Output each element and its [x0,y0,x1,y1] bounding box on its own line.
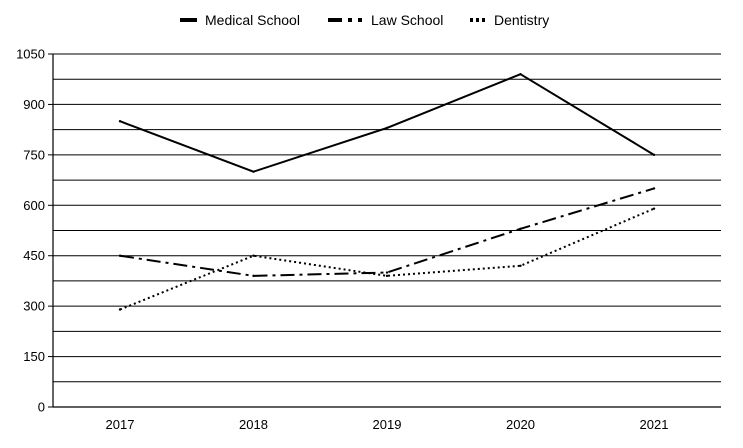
data-point-dentistry [519,264,522,267]
data-point-dentistry [252,254,255,257]
data-point-dentistry [118,308,122,311]
data-point-law-school [252,274,255,278]
legend-label: Medical School [205,12,300,28]
x-tick-label: 2020 [506,417,535,432]
data-point-law-school [519,227,522,231]
data-point-law-school [652,187,656,190]
legend: Medical School Law School Dentistry [180,12,549,28]
data-point-medical-school [118,120,122,123]
legend-label: Law School [371,12,443,28]
x-tick-label: 2021 [640,417,669,432]
x-tick-label: 2017 [106,417,135,432]
data-point-medical-school [252,170,255,173]
series-line-dentistry [119,207,655,311]
y-tick-label: 0 [38,400,45,415]
data-point-dentistry [652,207,656,210]
data-point-medical-school [652,153,656,157]
x-tick-label: 2019 [373,417,402,432]
y-tick-label: 750 [23,147,45,162]
data-point-law-school [118,254,122,257]
data-point-medical-school [385,126,389,130]
series-line-medical-school [119,73,655,173]
y-tick-label: 1050 [16,47,45,62]
data-point-dentistry [385,274,389,278]
y-tick-label: 150 [23,349,45,364]
x-tick-label: 2018 [239,417,268,432]
data-point-law-school [385,271,389,274]
y-tick-label: 600 [23,198,45,213]
legend-label: Dentistry [494,12,549,28]
series-line-law-school [119,187,655,277]
tick-labels: 0 150 300 450 600 750 900 1050 2017 2018 2019 2020 2… [16,47,668,433]
y-tick-label: 450 [23,248,45,263]
gridlines [53,53,721,383]
y-tick-label: 900 [23,97,45,112]
data-point-medical-school [519,72,522,76]
axes [48,53,721,408]
series-lines [118,72,656,311]
y-tick-label: 300 [23,299,45,314]
